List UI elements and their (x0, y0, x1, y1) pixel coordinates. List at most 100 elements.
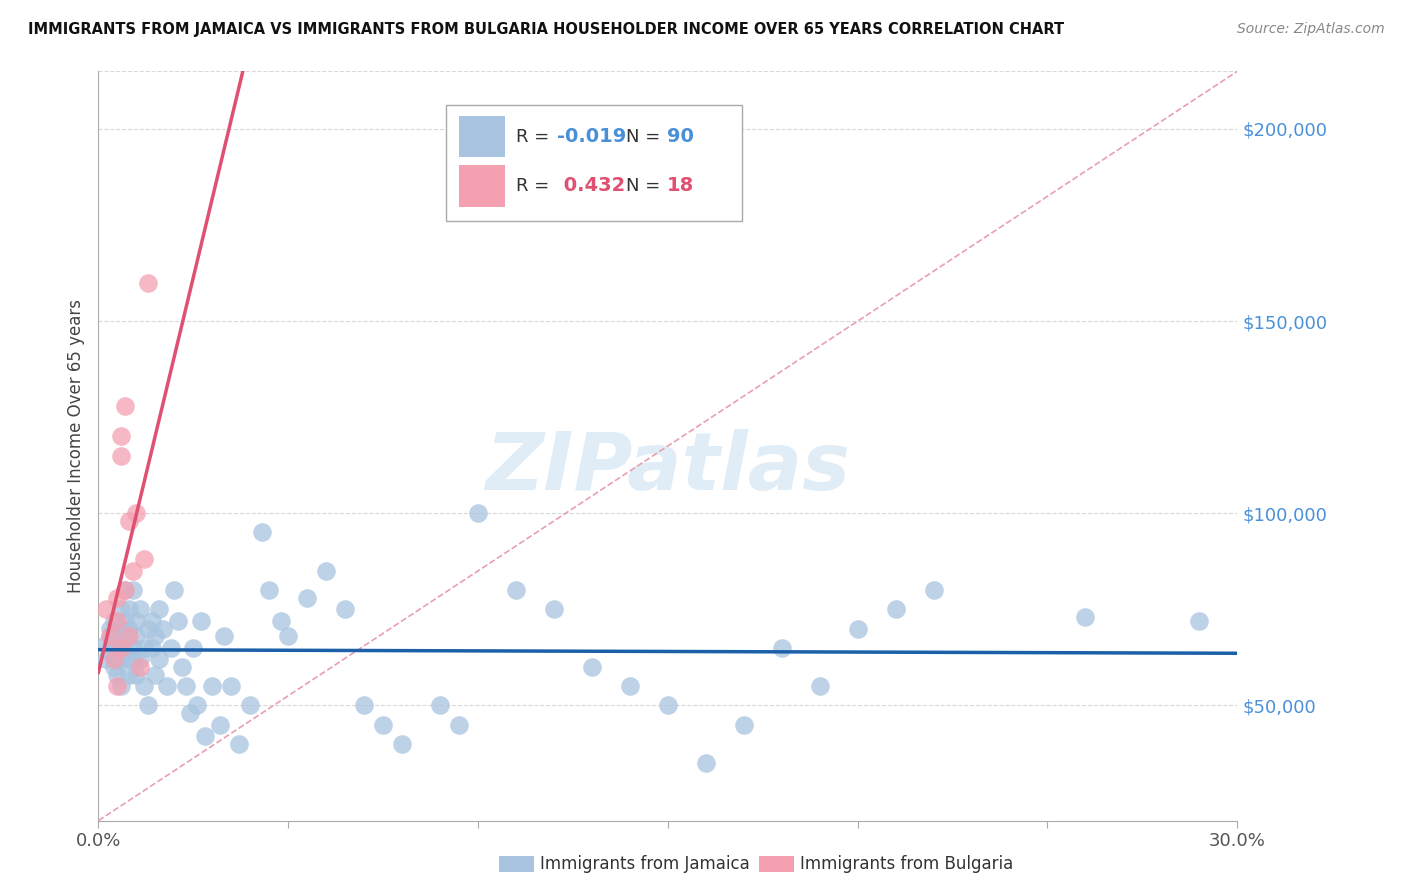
Point (619, 679, 641, 693)
Point (94, 652, 117, 666)
Text: Immigrants from Bulgaria: Immigrants from Bulgaria (800, 855, 1014, 873)
Point (110, 640, 132, 655)
Point (270, 614, 292, 628)
Text: 90: 90 (666, 127, 693, 146)
Point (145, 629, 167, 643)
Point (581, 660, 603, 674)
Point (107, 679, 129, 693)
Point (136, 698, 159, 713)
Point (110, 640, 132, 655)
Text: R =: R = (516, 177, 555, 195)
Point (371, 717, 394, 731)
Point (449, 717, 471, 731)
Point (107, 637, 129, 651)
Point (118, 667, 141, 681)
Point (141, 640, 163, 655)
Point (125, 667, 148, 681)
Text: R =: R = (516, 128, 555, 145)
Point (107, 667, 129, 681)
Point (846, 622, 869, 636)
Point (297, 591, 319, 605)
Point (695, 756, 717, 770)
Point (179, 706, 201, 720)
Point (186, 698, 208, 713)
Point (467, 506, 489, 520)
Point (103, 640, 125, 655)
Point (98, 629, 121, 643)
Point (1074, 610, 1097, 624)
Point (201, 679, 224, 693)
FancyBboxPatch shape (446, 105, 742, 221)
Point (221, 679, 243, 693)
FancyBboxPatch shape (460, 165, 505, 207)
Point (107, 644, 129, 658)
Point (505, 583, 527, 598)
Point (121, 564, 143, 578)
Point (110, 622, 132, 636)
Point (156, 679, 179, 693)
Point (808, 679, 831, 693)
Point (125, 614, 148, 628)
Point (228, 737, 250, 751)
Text: -0.019: -0.019 (557, 127, 627, 146)
Point (170, 660, 193, 674)
Point (129, 660, 152, 674)
Point (118, 514, 141, 528)
Point (121, 640, 143, 655)
Point (132, 552, 155, 566)
Point (353, 698, 375, 713)
Point (114, 583, 136, 598)
Point (429, 698, 451, 713)
Point (118, 602, 141, 616)
Point (239, 698, 262, 713)
Point (335, 602, 357, 616)
Point (543, 602, 565, 616)
FancyBboxPatch shape (460, 116, 505, 157)
Point (114, 399, 136, 413)
Point (208, 717, 231, 731)
Point (148, 652, 170, 666)
Point (174, 679, 197, 693)
Point (114, 640, 136, 655)
Point (114, 614, 136, 628)
Point (107, 614, 129, 628)
Point (114, 583, 136, 598)
Text: Source: ZipAtlas.com: Source: ZipAtlas.com (1237, 22, 1385, 37)
Text: IMMIGRANTS FROM JAMAICA VS IMMIGRANTS FROM BULGARIA HOUSEHOLDER INCOME OVER 65 Y: IMMIGRANTS FROM JAMAICA VS IMMIGRANTS FR… (28, 22, 1064, 37)
Point (183, 640, 205, 655)
Y-axis label: Householder Income Over 65 years: Householder Income Over 65 years (66, 299, 84, 593)
Point (194, 729, 217, 743)
Point (107, 629, 129, 643)
Point (770, 640, 793, 655)
Point (129, 652, 152, 666)
Point (118, 622, 141, 636)
Text: N =: N = (626, 177, 665, 195)
Point (118, 652, 141, 666)
Point (94, 637, 117, 651)
Point (129, 602, 152, 616)
Text: Immigrants from Jamaica: Immigrants from Jamaica (540, 855, 749, 873)
Point (152, 622, 174, 636)
Point (114, 629, 136, 643)
Point (733, 717, 755, 731)
Point (121, 583, 143, 598)
Point (125, 506, 148, 520)
Point (110, 449, 132, 463)
Point (391, 737, 413, 751)
Point (107, 652, 129, 666)
Point (132, 640, 155, 655)
Point (250, 525, 273, 540)
Point (148, 602, 170, 616)
Point (315, 564, 337, 578)
Point (922, 583, 945, 598)
Point (98, 622, 121, 636)
Point (190, 614, 212, 628)
Point (277, 629, 299, 643)
Point (110, 679, 132, 693)
Point (141, 614, 163, 628)
Point (110, 652, 132, 666)
Point (125, 629, 148, 643)
Point (136, 622, 159, 636)
Point (103, 633, 125, 648)
Point (94, 602, 117, 616)
